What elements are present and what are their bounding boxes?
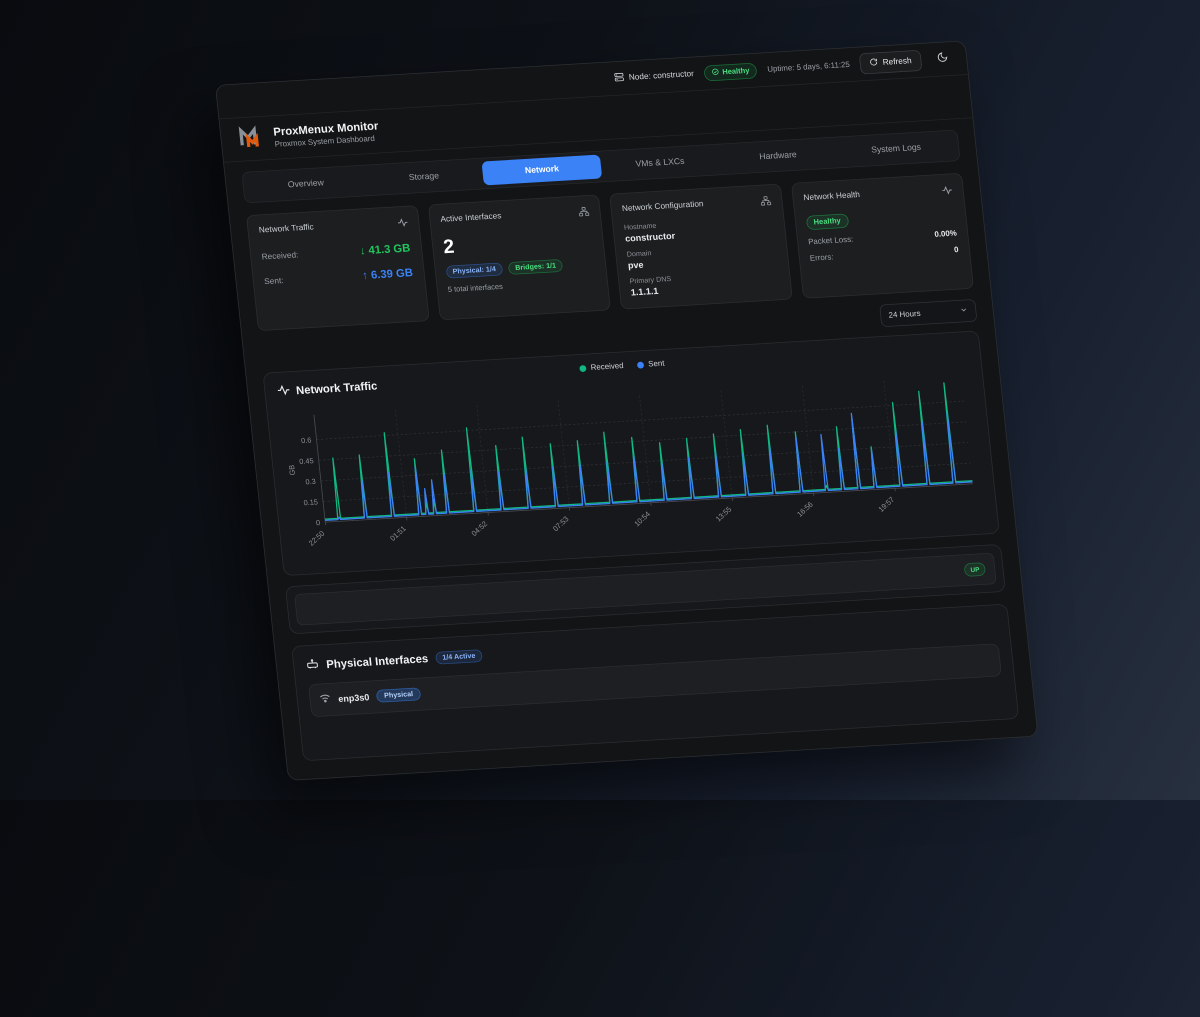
chart-area: 0 0.15 0.3 0.45 0.6 22:50 01:51 04:52 07:53 10:54… [279,366,986,563]
network-health-card: Network Health Healthy Packet Loss: 0.00… [791,173,974,299]
up-status-badge: UP [964,562,986,577]
tab-hardware[interactable]: Hardware [718,141,839,172]
card-title: Network Health [803,190,860,202]
refresh-icon [869,58,878,69]
active-interfaces-card: Active Interfaces 2 Physical: 1/4 Bridge… [428,194,611,320]
wifi-icon [319,693,332,707]
svg-text:GB: GB [287,464,297,475]
svg-text:19:57: 19:57 [877,495,897,514]
chevron-down-icon [959,306,968,317]
physical-interfaces-title: Physical Interfaces [326,652,429,671]
interface-count: 2 [442,226,593,258]
tab-vms-lxcs[interactable]: VMs & LXCs [600,148,721,179]
traffic-chart: 0 0.15 0.3 0.45 0.6 22:50 01:51 04:52 07:53 10:54… [279,366,986,563]
interface-type-badge: Physical [376,688,421,703]
svg-text:22:50: 22:50 [307,529,327,548]
up-arrow-icon: ↑ [362,269,369,282]
chart-title: Network Traffic [295,380,377,398]
sent-dot [637,361,644,368]
activity-icon [397,217,409,230]
moon-icon [936,51,949,67]
dashboard-window: Node: constructor Healthy Uptime: 5 days… [215,40,1038,780]
received-value: ↓ 41.3 GB [359,242,411,258]
tab-network[interactable]: Network [482,155,603,186]
scene: Node: constructor Healthy Uptime: 5 days… [215,85,1200,1017]
activity-icon [941,185,953,198]
svg-text:0.45: 0.45 [299,456,314,466]
network-tree-icon [760,196,772,209]
network-icon [578,206,590,219]
sent-value: ↑ 6.39 GB [362,266,414,282]
health-badge: Healthy [805,213,849,230]
node-label: Node: constructor [628,69,694,82]
sent-label: Sent: [264,276,284,286]
proxmenux-logo [237,124,267,153]
received-dot [579,365,586,372]
received-label: Received: [261,250,299,261]
svg-text:16:56: 16:56 [795,500,815,519]
network-traffic-card: Network Traffic Received: ↓ 41.3 GB Sent… [246,205,429,331]
down-arrow-icon: ↓ [359,244,366,257]
errors-label: Errors: [809,253,834,263]
app-title-block: ProxMenux Monitor Proxmox System Dashboa… [273,120,380,149]
uptime-text: Uptime: 5 days, 6:11:25 [767,60,850,74]
refresh-button[interactable]: Refresh [859,50,922,75]
total-interfaces-note: 5 total interfaces [447,277,596,294]
time-range-select[interactable]: 24 Hours [879,299,977,327]
svg-text:0.15: 0.15 [303,497,318,507]
svg-text:04:52: 04:52 [470,519,490,538]
health-status-badge: Healthy [704,62,758,81]
card-title: Active Interfaces [440,212,502,225]
svg-text:10:54: 10:54 [632,509,652,528]
bridges-count-badge: Bridges: 1/1 [508,259,564,275]
tab-storage[interactable]: Storage [364,162,485,193]
card-title: Network Configuration [622,200,704,214]
main-content: Overview Storage Network VMs & LXCs Hard… [225,129,1037,780]
legend-sent: Sent [637,359,665,370]
interface-name: enp3s0 [338,692,370,704]
packet-loss-value: 0.00% [934,229,957,239]
svg-text:13:55: 13:55 [714,505,734,524]
physical-count-badge: Physical: 1/4 [445,263,503,279]
card-title: Network Traffic [258,223,314,235]
activity-icon [277,384,291,399]
time-range-value: 24 Hours [888,309,921,320]
svg-text:0.6: 0.6 [301,436,312,446]
packet-loss-label: Packet Loss: [808,235,854,247]
tab-system-logs[interactable]: System Logs [836,134,957,165]
network-configuration-card: Network Configuration Hostname construct… [609,184,792,310]
tab-overview[interactable]: Overview [246,169,367,200]
svg-text:07:53: 07:53 [551,514,571,533]
svg-text:0: 0 [315,518,320,527]
check-circle-icon [711,67,720,77]
ethernet-icon [305,657,319,673]
node-indicator: Node: constructor [614,68,694,85]
svg-text:01:51: 01:51 [388,524,408,543]
server-icon [614,72,625,85]
errors-value: 0 [954,245,959,254]
svg-text:0.3: 0.3 [305,477,316,487]
active-count-badge: 1/4 Active [435,649,483,664]
theme-toggle-button[interactable] [931,48,954,70]
